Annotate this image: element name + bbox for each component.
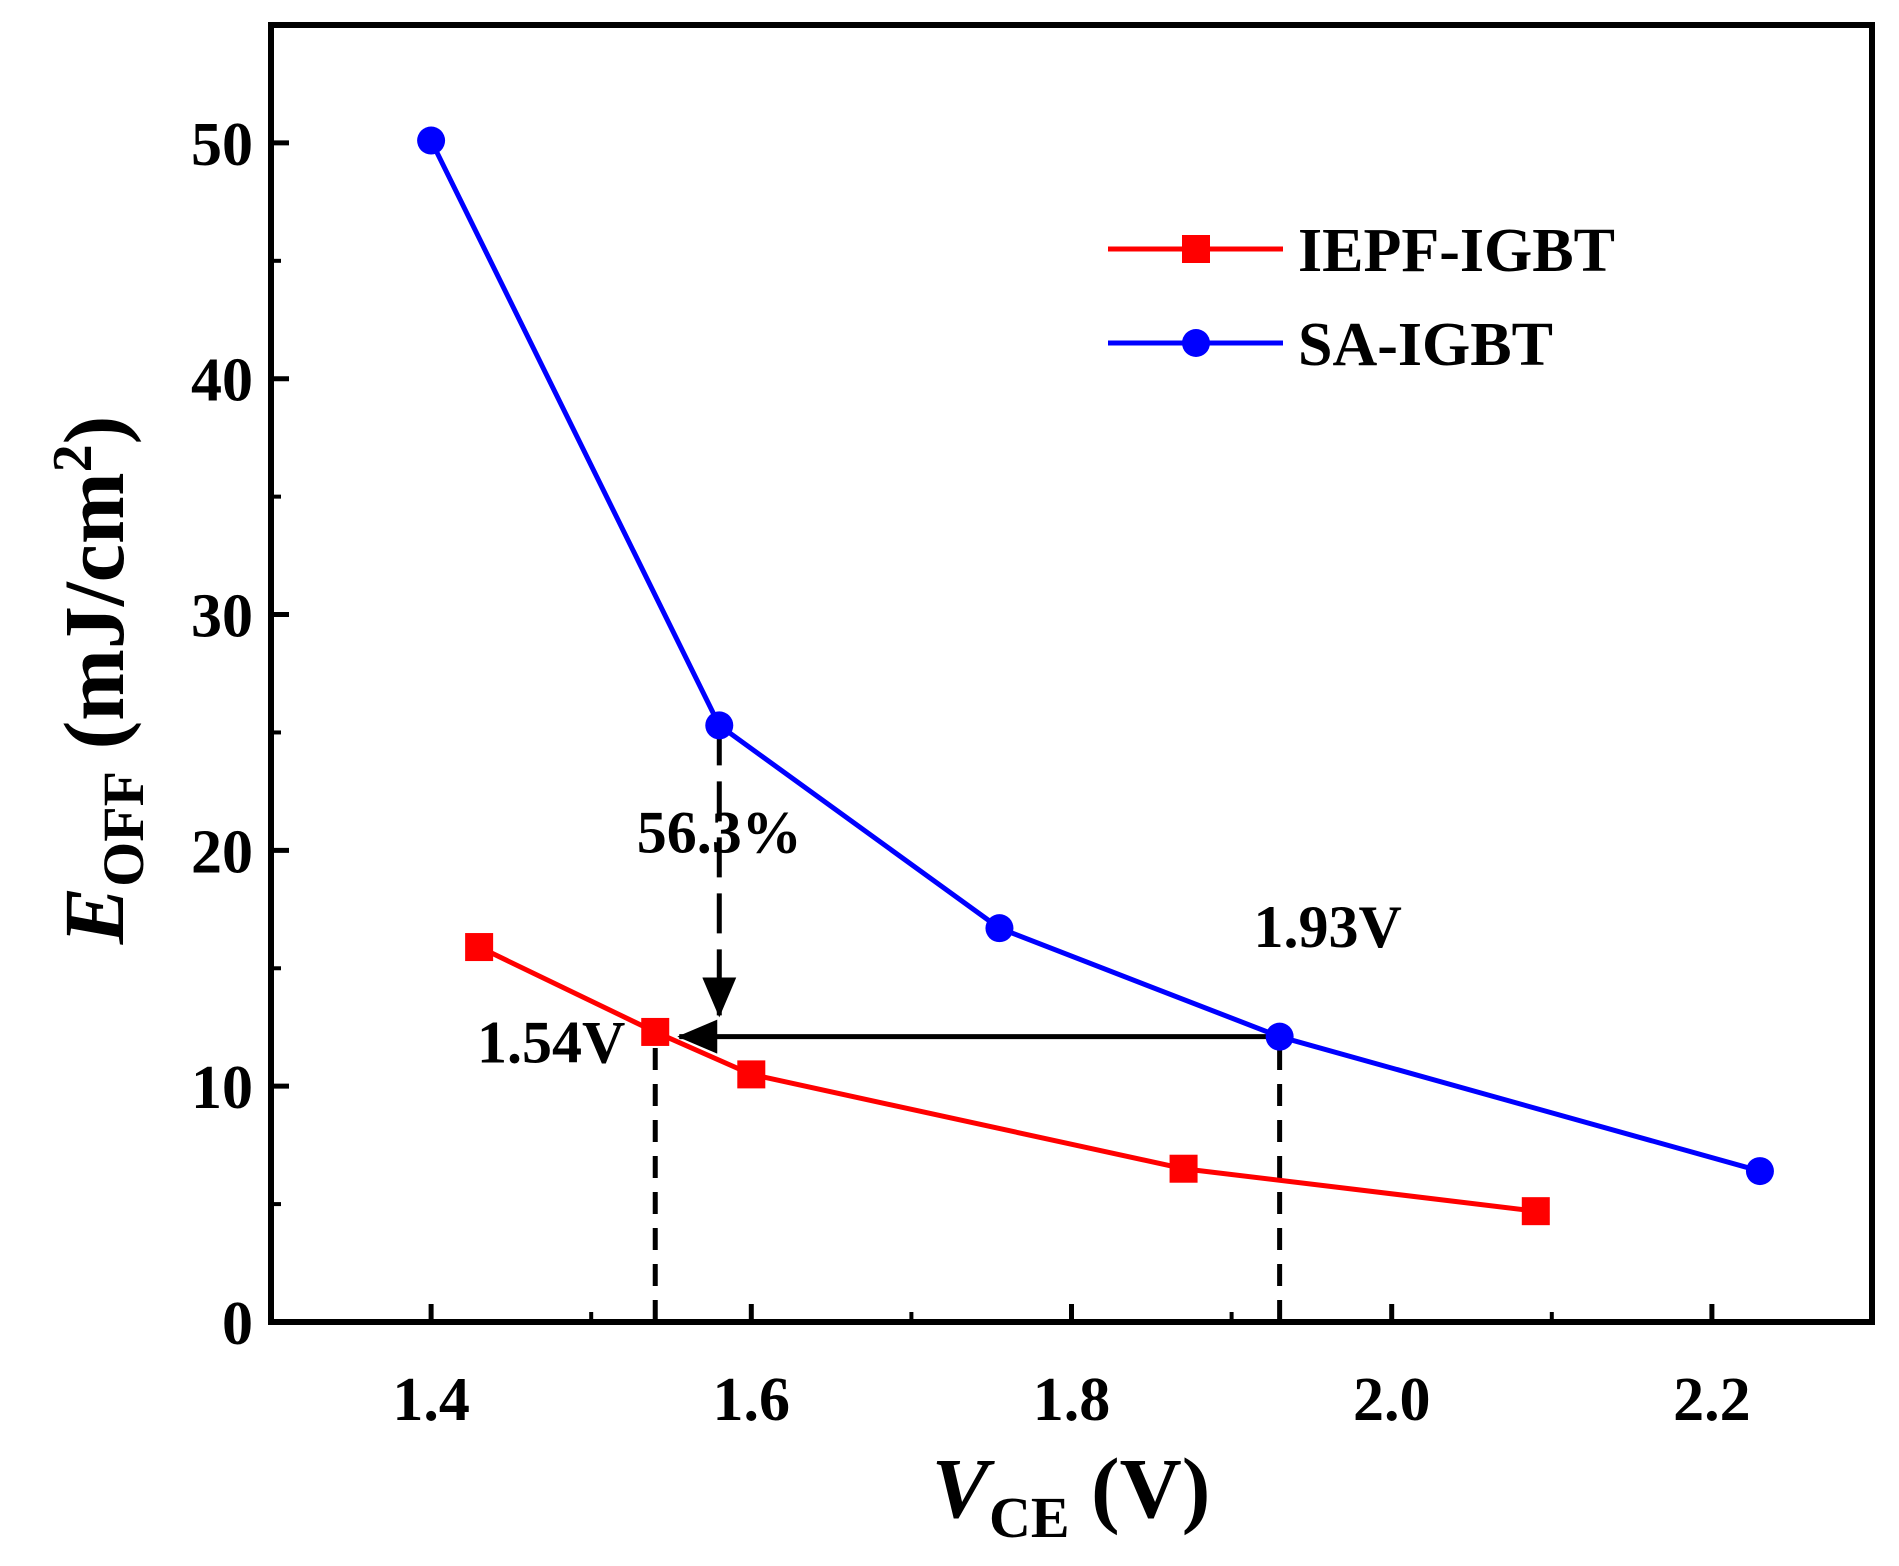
data-series <box>417 126 1774 1226</box>
annotation-arrows <box>677 725 1280 1054</box>
x-tick-label: 1.6 <box>713 1366 791 1434</box>
y-tick-label: 30 <box>191 583 253 651</box>
legend-marker-square-icon <box>1182 235 1210 263</box>
y-axis-ticks: 0 10 20 30 40 50 <box>191 111 289 1358</box>
y-tick-label: 20 <box>191 818 253 886</box>
data-point-circle <box>1745 1157 1774 1186</box>
legend-item-iepf-igbt: IEPF-IGBT <box>1108 217 1615 285</box>
y-tick-label: 10 <box>191 1054 253 1122</box>
data-point-square <box>1521 1197 1550 1226</box>
legend-label-iepf-igbt: IEPF-IGBT <box>1298 217 1615 285</box>
legend-label-sa-igbt: SA-IGBT <box>1298 311 1553 379</box>
data-point-square <box>1169 1154 1198 1183</box>
legend-marker-circle-icon <box>1182 329 1210 357</box>
y-tick-label: 0 <box>222 1290 253 1358</box>
plot-frame <box>268 22 1875 1325</box>
y-axis-label-sub: OFF <box>91 771 156 887</box>
x-tick-label: 1.4 <box>392 1366 470 1434</box>
data-point-square <box>465 933 494 962</box>
x-axis-label-main: V <box>932 1440 996 1536</box>
data-point-circle <box>985 914 1014 943</box>
x-tick-label: 2.0 <box>1353 1366 1431 1434</box>
legend: IEPF-IGBT SA-IGBT <box>1108 217 1615 379</box>
dashed-reference-lines <box>652 1031 1283 1322</box>
annotations: 56.3% 1.93V 1.54V <box>477 800 1402 1076</box>
series-line-sa-igbt <box>428 139 1761 1174</box>
x-axis-ticks: 1.4 1.6 1.8 2.0 2.2 <box>392 1304 1751 1434</box>
data-point-circle <box>1265 1022 1294 1051</box>
x-axis-label-unit: (V) <box>1070 1440 1211 1536</box>
data-point-circle <box>417 126 446 155</box>
series-line-iepf-igbt <box>478 944 1537 1214</box>
x-axis-label-sub: CE <box>989 1485 1070 1550</box>
y-tick-label: 40 <box>191 347 253 415</box>
x-axis-label: VCE (V) <box>932 1440 1211 1550</box>
y-axis-label-unit-sup: 2 <box>42 444 104 472</box>
y-axis-label: EOFF (mJ/cm2) <box>42 416 156 945</box>
data-point-circle <box>705 711 734 740</box>
y-axis-label-main: E <box>46 887 142 945</box>
data-point-square <box>641 1017 670 1046</box>
annotation-label: 1.54V <box>477 1010 625 1076</box>
annotation-label: 1.93V <box>1253 894 1401 960</box>
annotation-label: 56.3% <box>637 800 802 866</box>
data-point-square <box>737 1060 766 1089</box>
y-axis-label-unit-pre: (mJ/cm <box>46 472 142 770</box>
y-axis-label-unit-post: ) <box>46 416 142 445</box>
legend-item-sa-igbt: SA-IGBT <box>1108 311 1553 379</box>
y-tick-label: 50 <box>191 111 253 179</box>
x-tick-label: 2.2 <box>1673 1366 1751 1434</box>
x-tick-label: 1.8 <box>1033 1366 1111 1434</box>
